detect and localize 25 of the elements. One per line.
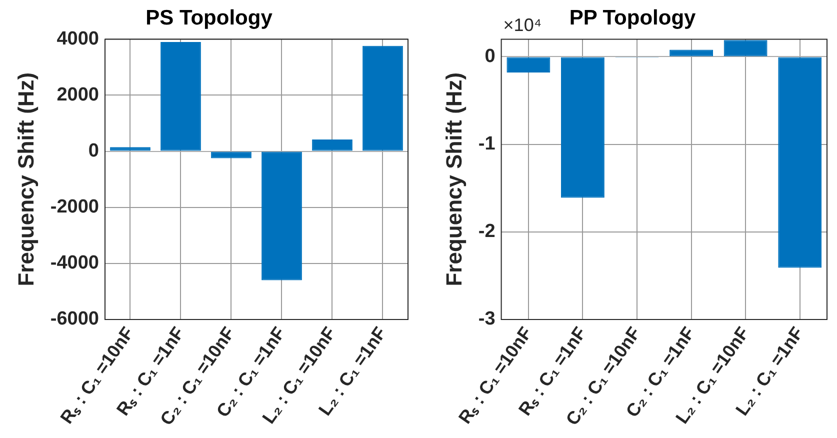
bar [724, 40, 768, 56]
y-tick-label: -2000 [50, 196, 99, 218]
y-tick-label: -6000 [50, 308, 99, 330]
chart-title: PS Topology [146, 6, 273, 30]
y-tick-label: 0 [484, 46, 496, 67]
y-tick-label: -4000 [50, 252, 99, 274]
y-axis-title: Frequency Shift (Hz) [13, 72, 38, 286]
text: ×10⁴ [503, 15, 542, 36]
chart-title: PP Topology [569, 6, 696, 30]
y-axis-title: Frequency Shift (Hz) [441, 72, 466, 286]
y-tick-label: 0 [88, 140, 99, 162]
bar [670, 50, 714, 56]
y-tick-label: -1 [478, 134, 496, 155]
bar [561, 57, 604, 198]
bar [160, 42, 201, 151]
bar [312, 140, 352, 151]
y-tick-label: 2000 [56, 84, 99, 106]
bar [262, 152, 302, 280]
bar [211, 152, 252, 158]
y-tick-label: -3 [478, 308, 496, 330]
y-tick-label: 4000 [56, 28, 99, 50]
bar [778, 57, 822, 268]
y-tick-label: -2 [478, 221, 496, 242]
bar [506, 57, 550, 72]
bar [362, 46, 403, 151]
